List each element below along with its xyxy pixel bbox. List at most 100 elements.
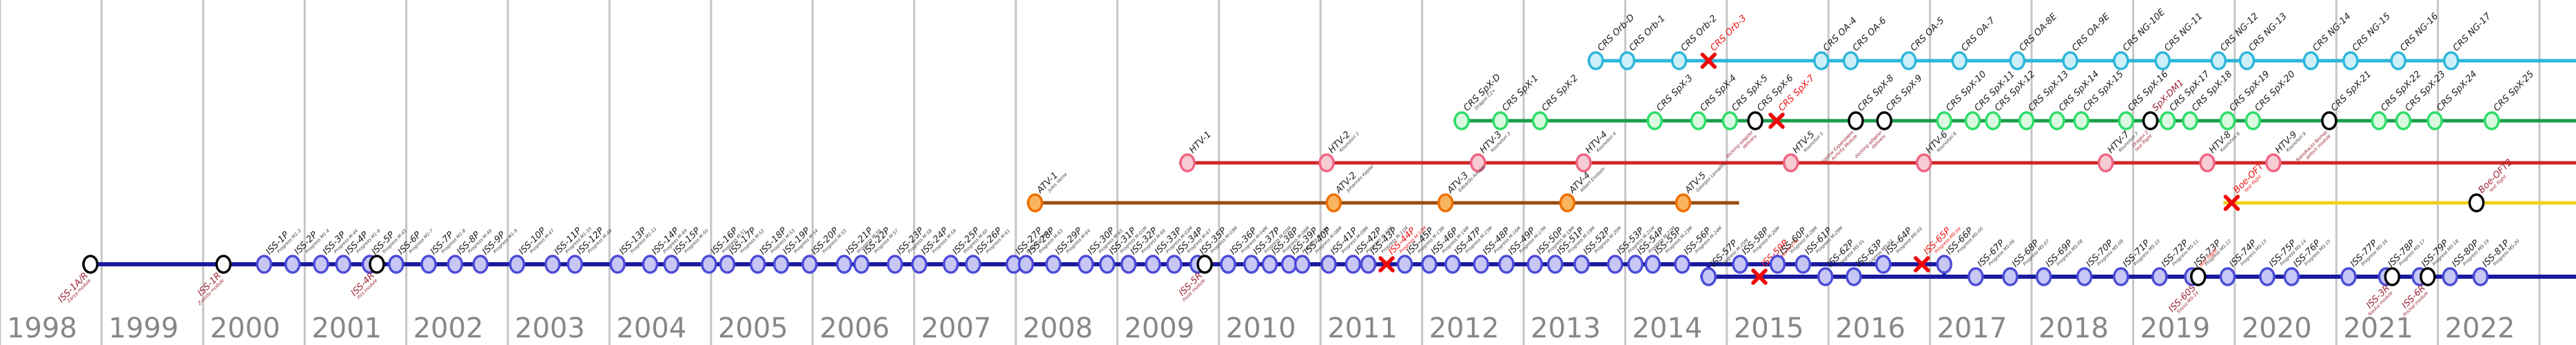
year-label: 2019 [2140, 313, 2210, 344]
progress-mission-marker [2442, 267, 2459, 286]
progress-mission-marker [1967, 267, 1984, 286]
progress-failure-x-marker [1378, 256, 1395, 273]
year-label: 2002 [413, 313, 484, 344]
progress-mission-marker [1473, 255, 1489, 274]
progress-mission-marker [663, 255, 680, 274]
progress-mission-marker [1166, 255, 1183, 274]
year-label: 2022 [2445, 313, 2515, 344]
progress-mission-marker [942, 255, 959, 274]
spacex-dragon-mission-marker [2049, 111, 2065, 130]
progress-mission-marker [853, 255, 870, 274]
progress-mission-marker [1280, 255, 1298, 274]
cygnus-mission-marker [1951, 51, 1968, 70]
progress-mission-marker [509, 255, 526, 274]
progress-mission-marker [1526, 255, 1543, 274]
mission-name: CRS NG-15 [2351, 11, 2393, 53]
year-label: 2004 [616, 313, 686, 344]
progress-mission-marker [566, 255, 584, 274]
year-label: 2020 [2242, 313, 2312, 344]
progress-failure-x-marker [1751, 268, 1768, 285]
spacex-dragon-mission-marker [2118, 111, 2134, 130]
progress-mission-marker [719, 255, 736, 274]
htv-mission-marker [1575, 153, 1592, 172]
spacex-dragon-mission-marker [2395, 111, 2412, 130]
progress-mission-marker [447, 255, 464, 274]
cygnus-mission-marker [2210, 51, 2227, 70]
mission-name: CRS NG-10E [2121, 7, 2168, 54]
progress-mission-marker [609, 255, 626, 274]
progress-mission-marker [1220, 255, 1236, 274]
progress-mission-marker [2002, 267, 2018, 286]
progress-mission-marker [773, 255, 790, 274]
spacex-dragon-mission-marker [2182, 111, 2198, 130]
mission-name: CRS OA-9E [2070, 11, 2112, 53]
progress-mission-marker [1769, 255, 1786, 274]
year-label: 2009 [1124, 313, 1194, 344]
spacex-dragon-mission-marker [1453, 111, 1470, 130]
progress-mission-marker [1421, 255, 1438, 274]
year-label: 2007 [921, 313, 992, 344]
spacex-dragon-mission-marker [1492, 111, 1509, 130]
progress-special-marker [2420, 267, 2436, 286]
starliner-special-marker [2468, 193, 2485, 213]
spacex-dragon-mission-marker [2245, 111, 2262, 130]
cygnus-mission-marker [1900, 51, 1917, 70]
spacex-dragon-special-marker [1848, 111, 1864, 130]
htv-mission-label: HTV-1 [1187, 130, 1214, 156]
year-label: 2016 [1835, 313, 1905, 344]
atv-mission-marker [1675, 193, 1692, 213]
spacex-dragon-mission-marker [1936, 111, 1952, 130]
progress-mission-marker [1498, 255, 1515, 274]
htv-mission-marker [2199, 153, 2216, 172]
progress-special-marker [1196, 255, 1213, 274]
spacex-dragon-mission-marker [2018, 111, 2035, 130]
progress-mission-marker [2151, 267, 2168, 286]
cygnus-mission-marker [1619, 51, 1636, 70]
cygnus-mission-label: CRS OA-8E [2017, 11, 2059, 53]
progress-mission-marker [1120, 255, 1137, 274]
cygnus-mission-marker [2112, 51, 2129, 70]
cygnus-mission-marker [2009, 51, 2026, 70]
year-label: 1998 [7, 313, 77, 344]
starliner-failure-x-marker [2223, 195, 2240, 211]
progress-mission-marker [2259, 267, 2276, 286]
cygnus-mission-label: CRS NG-11 [2163, 11, 2205, 53]
cygnus-mission-label: CRS NG-16 [2398, 11, 2440, 53]
cygnus-mission-marker [1670, 51, 1688, 70]
mission-name: CRS NG-11 [2163, 11, 2205, 53]
year-label: 2013 [1531, 313, 1601, 344]
progress-mission-marker [749, 255, 766, 274]
spacex-dragon-mission-marker [2073, 111, 2089, 130]
progress-mission-marker [256, 255, 272, 274]
progress-mission-marker [965, 255, 981, 274]
mission-name: CRS SpX-25 [2492, 69, 2536, 113]
mission-name: CRS SpX-1 [1500, 73, 1540, 113]
spacex-dragon-mission-marker [1646, 111, 1663, 130]
progress-mission-marker [1700, 267, 1717, 286]
progress-mission-marker [1936, 255, 1952, 274]
cygnus-mission-marker [2342, 51, 2359, 70]
cygnus-mission-marker [2390, 51, 2406, 70]
year-label: 1999 [108, 313, 178, 344]
spacex-dragon-mission-label: CRS SpX-25 [2492, 69, 2536, 113]
progress-mission-marker [1732, 255, 1748, 274]
progress-mission-marker [2472, 267, 2489, 286]
progress-mission-marker [1875, 255, 1892, 274]
atv-mission-marker [1559, 193, 1576, 213]
htv-mission-marker [1782, 153, 1799, 172]
progress-mission-marker [1017, 255, 1034, 274]
cygnus-mission-label: CRS NG-10E [2121, 7, 2168, 54]
mission-name: CRS OA-7 [1959, 15, 1997, 53]
